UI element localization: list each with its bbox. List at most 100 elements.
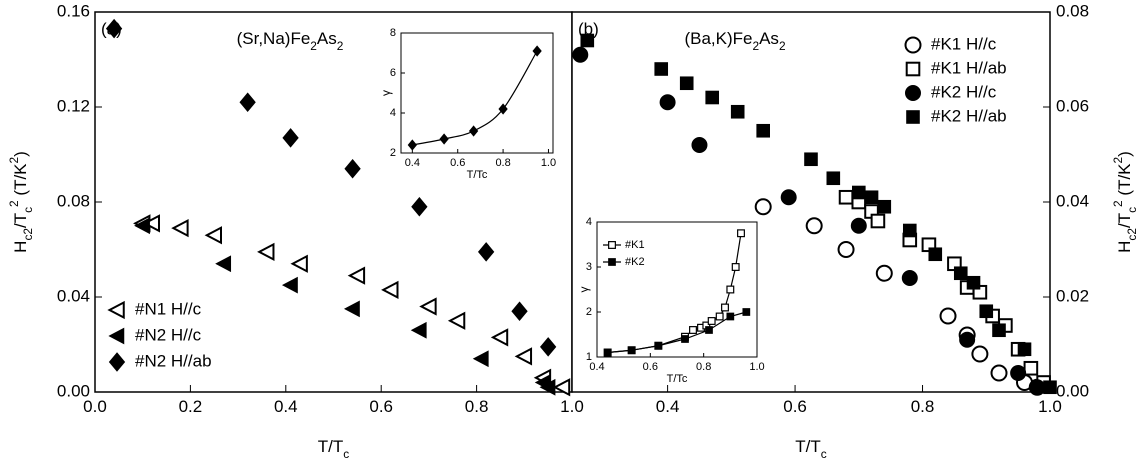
marker — [971, 345, 989, 363]
y-tick-label: 0.06 — [1056, 96, 1089, 115]
x-tick-label: 0.4 — [589, 361, 604, 373]
marker — [142, 214, 160, 233]
legend-marker — [107, 300, 125, 320]
marker — [705, 90, 720, 105]
x-tick-label: 0.8 — [465, 397, 489, 416]
marker — [290, 254, 308, 273]
marker — [498, 103, 508, 115]
x-tick-label: 0.6 — [783, 397, 807, 416]
x-axis-label-part: c — [821, 447, 827, 461]
marker — [659, 94, 676, 111]
marker — [439, 133, 449, 145]
marker — [257, 242, 275, 262]
marker — [838, 189, 854, 205]
y-tick-label: 8 — [390, 27, 396, 39]
y-axis-label-part: (T/K — [1115, 163, 1134, 200]
marker — [726, 285, 735, 294]
marker — [953, 266, 968, 281]
marker — [344, 158, 361, 179]
x-tick-label: 0.4 — [656, 397, 680, 416]
x-axis-label: T/Tc — [318, 437, 350, 461]
marker — [1043, 380, 1057, 395]
marker — [737, 229, 745, 238]
y-tick-label: 0.04 — [57, 286, 90, 305]
y-tick-label: 2 — [586, 306, 592, 318]
y-axis-label: Hc2/Tc2 (T/K2) — [1111, 151, 1139, 253]
legend-label: #K2 H//c — [931, 82, 997, 101]
marker — [726, 312, 735, 321]
x-tick-label: 0.8 — [495, 157, 510, 169]
marker — [681, 335, 689, 343]
marker — [381, 280, 399, 300]
panel-label: (a) — [101, 19, 122, 38]
marker — [990, 364, 1008, 382]
x-axis-label: T/Tc — [467, 169, 488, 181]
marker — [875, 264, 893, 282]
marker — [472, 350, 489, 368]
y-tick-label: 0.00 — [57, 381, 90, 400]
x-axis-label: T/Tc — [795, 437, 827, 461]
marker — [756, 123, 771, 138]
marker — [447, 311, 466, 330]
marker — [134, 217, 150, 235]
marker — [281, 276, 298, 294]
marker — [877, 199, 892, 214]
marker — [689, 326, 697, 334]
x-axis-label-part: T/T — [318, 437, 344, 456]
marker — [654, 341, 663, 350]
y-axis-label-part: c — [21, 207, 35, 213]
panel-title-part: (Ba,K)Fe — [684, 29, 752, 48]
legend-marker — [108, 327, 125, 345]
x-tick-label: 1.0 — [560, 397, 584, 416]
marker — [852, 185, 866, 200]
marker — [691, 137, 708, 153]
legend-label: #N2 H//ab — [135, 351, 212, 370]
y-axis-label-part: H — [11, 241, 30, 253]
legend-marker — [904, 36, 922, 54]
panel-title-part: 2 — [310, 39, 317, 53]
x-axis-label: T/Tc — [667, 373, 688, 385]
y-tick-label: 4 — [390, 107, 396, 119]
marker — [539, 337, 557, 357]
marker — [992, 323, 1006, 338]
marker — [754, 198, 772, 216]
y-tick-label: 4 — [586, 216, 592, 228]
marker — [532, 45, 542, 57]
marker — [407, 139, 417, 151]
panel-title-part: 2 — [337, 39, 344, 53]
marker — [826, 171, 841, 186]
x-axis-label-part: c — [343, 447, 349, 461]
panel-title-part: As — [759, 29, 779, 48]
legend-marker — [906, 110, 920, 124]
panel-title: (Ba,K)Fe2As2 — [684, 29, 786, 53]
legend-marker — [108, 352, 126, 372]
panel-title-part: 2 — [752, 39, 759, 53]
marker — [410, 321, 427, 339]
marker — [419, 297, 437, 316]
y-axis-label-part: c — [1125, 207, 1139, 213]
y-axis-label-part: c2 — [1125, 228, 1139, 241]
legend-label: #N1 H//c — [135, 299, 202, 318]
legend-label: #K1 H//c — [931, 34, 997, 53]
panel-title: (Sr,Na)Fe2As2 — [237, 29, 344, 53]
x-tick-label: 0.6 — [643, 361, 658, 373]
marker — [477, 242, 495, 262]
legend-label: #K1 — [625, 239, 645, 251]
x-tick-label: 0.4 — [274, 397, 298, 416]
y-axis-label: γ — [379, 90, 393, 96]
marker — [603, 348, 612, 357]
panel-title-part: 2 — [779, 39, 786, 53]
marker — [705, 326, 713, 334]
marker — [239, 92, 256, 113]
y-tick-label: 0.00 — [1056, 381, 1089, 400]
panel-label: (b) — [578, 19, 599, 38]
marker — [902, 223, 917, 238]
legend-marker — [608, 258, 616, 266]
x-tick-label: 1.0 — [749, 361, 764, 373]
marker — [411, 196, 428, 217]
x-tick-label: 1.0 — [1038, 397, 1062, 416]
marker — [1023, 360, 1039, 376]
marker — [105, 18, 123, 39]
marker — [490, 328, 509, 347]
